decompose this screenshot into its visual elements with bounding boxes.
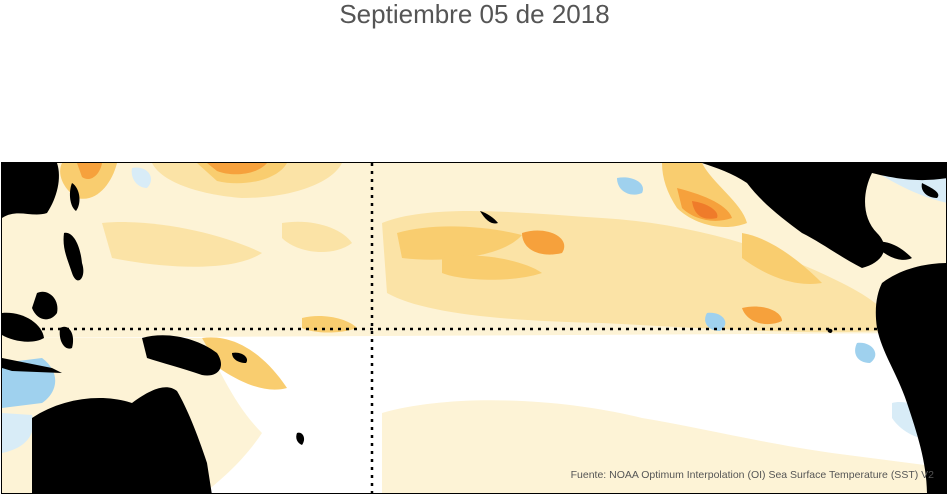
warm-patch-mexico: [742, 233, 822, 284]
land-sumatra: [2, 312, 44, 342]
sst-map-canvas: [2, 163, 946, 493]
land-sulawesi: [59, 326, 74, 349]
cool-patch-indian-2: [2, 413, 34, 453]
land-north-america: [702, 163, 946, 268]
mid-warm-patch: [282, 221, 352, 253]
japan-hot-core: [77, 163, 102, 180]
land-central-america: [872, 241, 912, 260]
cool-patch-equator: [705, 312, 726, 331]
map-title: Septiembre 05 de 2018: [339, 0, 610, 29]
land-taiwan: [69, 183, 80, 211]
east-equatorial-warm: [742, 306, 782, 325]
cool-patch-north: [617, 177, 643, 195]
land-solomon-islands: [232, 352, 248, 363]
west-pacific-warm: [102, 222, 262, 267]
warm-patch-2: [442, 255, 542, 280]
north-hot-core: [207, 163, 267, 175]
land-hawaii: [480, 211, 498, 224]
land-asia: [2, 163, 59, 218]
sst-anomaly-map: Fuente: NOAA Optimum Interpolation (OI) …: [1, 162, 947, 494]
land-java: [2, 358, 62, 373]
land-south-america: [875, 263, 946, 493]
california-hotter: [692, 201, 718, 219]
warm-patch-1: [397, 226, 522, 260]
warm-patch-3: [522, 230, 565, 255]
cool-patch-nw: [131, 167, 152, 188]
southeast-light-warm: [382, 400, 946, 493]
land-borneo: [32, 291, 58, 320]
land-new-guinea: [142, 335, 222, 376]
land-new-caledonia: [296, 432, 305, 445]
land-philippines: [63, 232, 84, 281]
south-pacific-warm-band: [202, 337, 287, 390]
cool-patch-peru: [855, 342, 876, 363]
land-australia: [32, 387, 212, 493]
data-source-caption: Fuente: NOAA Optimum Interpolation (OI) …: [570, 469, 934, 481]
land-caribbean: [921, 183, 939, 198]
